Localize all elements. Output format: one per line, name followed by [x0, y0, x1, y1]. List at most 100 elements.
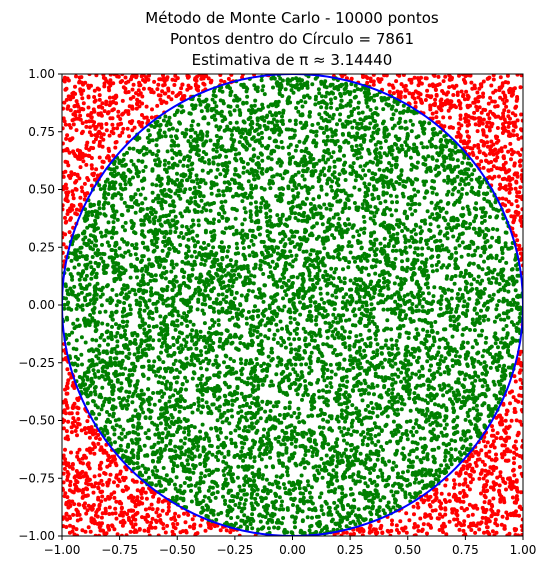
inside-point: [430, 307, 434, 312]
outside-point: [97, 87, 101, 92]
inside-point: [268, 489, 273, 493]
inside-point: [179, 321, 184, 326]
outside-point: [494, 482, 499, 486]
inside-point: [242, 483, 247, 488]
inside-point: [348, 250, 353, 255]
inside-point: [243, 498, 248, 503]
inside-point: [305, 479, 310, 484]
outside-point: [506, 133, 511, 138]
outside-point: [501, 111, 506, 116]
outside-point: [504, 510, 509, 515]
outside-point: [428, 105, 433, 110]
outside-point: [465, 93, 470, 98]
inside-point: [214, 149, 219, 154]
inside-point: [254, 357, 259, 361]
outside-point: [427, 83, 432, 88]
outside-point: [502, 126, 507, 131]
outside-point: [500, 196, 505, 201]
inside-point: [252, 459, 257, 464]
outside-point: [481, 79, 486, 84]
inside-point: [137, 421, 142, 426]
inside-point: [250, 401, 254, 405]
outside-point: [74, 207, 79, 212]
outside-point: [94, 436, 98, 440]
outside-point: [506, 80, 510, 85]
outside-point: [66, 499, 71, 504]
outside-point: [437, 499, 442, 504]
inside-point: [293, 444, 298, 449]
outside-point: [447, 492, 452, 497]
outside-point: [102, 471, 107, 475]
outside-point: [457, 482, 462, 487]
inside-point: [105, 410, 109, 414]
outside-point: [477, 105, 482, 110]
outside-point: [151, 494, 156, 499]
inside-point: [379, 345, 384, 350]
inside-point: [217, 449, 222, 454]
outside-point: [139, 74, 144, 79]
outside-point: [494, 436, 499, 441]
outside-point: [489, 471, 494, 476]
outside-point: [87, 147, 92, 152]
outside-point: [130, 497, 135, 502]
inside-point: [365, 359, 370, 364]
outside-point: [452, 485, 456, 490]
inside-point: [328, 381, 333, 386]
outside-point: [64, 136, 69, 141]
inside-point: [390, 391, 395, 396]
outside-point: [158, 518, 163, 522]
outside-point: [140, 515, 144, 520]
inside-point: [258, 205, 263, 210]
inside-point: [376, 158, 380, 163]
outside-point: [465, 129, 470, 134]
outside-point: [80, 96, 85, 101]
inside-point: [117, 396, 122, 400]
inside-point: [484, 335, 489, 340]
outside-point: [493, 134, 498, 139]
inside-point: [189, 254, 194, 259]
inside-point: [385, 504, 390, 508]
outside-point: [166, 508, 171, 513]
inside-point: [261, 299, 266, 304]
outside-point: [457, 527, 462, 532]
inside-point: [172, 223, 176, 228]
outside-point: [100, 494, 105, 499]
outside-point: [124, 80, 128, 85]
outside-point: [475, 90, 480, 95]
outside-point: [66, 378, 71, 383]
inside-point: [457, 287, 462, 292]
inside-point: [239, 361, 244, 366]
inside-point: [277, 495, 282, 500]
outside-point: [454, 508, 459, 513]
outside-point: [514, 418, 519, 423]
outside-point: [69, 173, 74, 178]
inside-point: [138, 303, 143, 308]
outside-point: [64, 86, 69, 91]
outside-point: [516, 533, 521, 536]
inside-point: [216, 512, 221, 517]
inside-point: [175, 171, 179, 176]
outside-point: [84, 478, 89, 483]
inside-point: [347, 335, 352, 340]
inside-point: [199, 209, 204, 214]
outside-point: [79, 92, 84, 96]
inside-point: [115, 339, 120, 344]
outside-point: [103, 497, 108, 502]
inside-point: [235, 104, 240, 109]
outside-point: [112, 480, 116, 485]
inside-point: [421, 155, 426, 160]
outside-point: [80, 121, 85, 126]
inside-point: [299, 370, 304, 375]
inside-point: [259, 78, 264, 83]
outside-point: [117, 501, 122, 506]
inside-point: [317, 91, 322, 96]
inside-point: [241, 246, 246, 251]
inside-point: [287, 118, 292, 123]
inside-point: [245, 161, 250, 166]
outside-point: [91, 107, 96, 112]
inside-point: [441, 247, 446, 252]
inside-point: [199, 471, 204, 476]
outside-point: [518, 377, 523, 382]
inside-point: [383, 357, 387, 362]
outside-point: [113, 506, 118, 511]
